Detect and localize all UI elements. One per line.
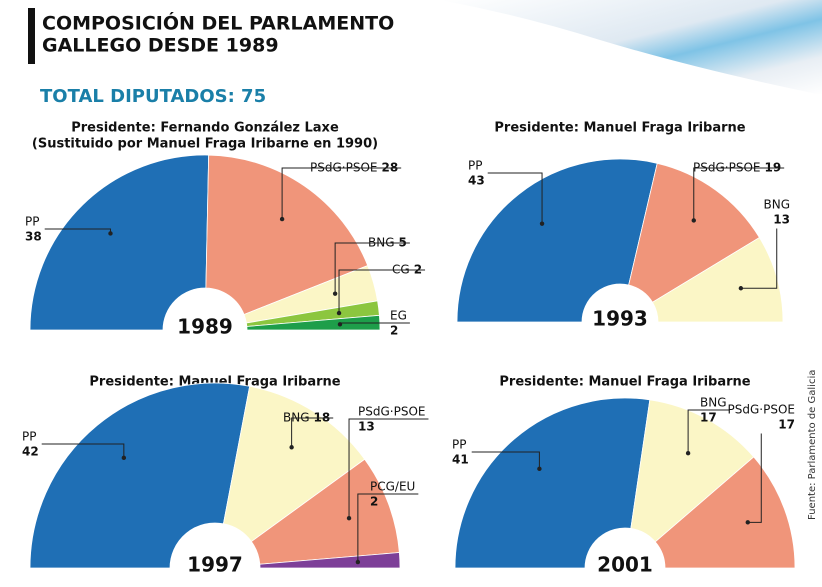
leader-dot [338, 322, 342, 326]
leader-dot [333, 291, 337, 295]
slice-value: 41 [452, 453, 469, 467]
slice-label: BNG [763, 198, 790, 212]
leader-dot [337, 311, 341, 315]
title: GALLEGO DESDE 1989 [42, 35, 279, 57]
slice-value: 42 [22, 445, 39, 459]
chart-title: Presidente: Manuel Fraga Iribarne [499, 375, 750, 390]
leader-dot [289, 445, 293, 449]
source: Fuente: Parlamento de Galicia [807, 370, 818, 520]
slice-label: EG [390, 309, 407, 323]
seat-slice [457, 159, 657, 322]
chart-subtitle: (Sustituido por Manuel Fraga Iribarne en… [32, 137, 378, 152]
leader-dot [746, 520, 750, 524]
year-label: 1997 [187, 553, 243, 577]
slice-value: 17 [778, 418, 795, 432]
leader-dot [686, 451, 690, 455]
slice-value: 2 [370, 495, 378, 509]
slice-label: PSdG·PSOE [358, 405, 425, 419]
title: COMPOSICIÓN DEL PARLAMENTO [42, 11, 394, 35]
leader-dot [122, 456, 126, 460]
title-bar [28, 8, 35, 64]
slice-value: 2 [390, 324, 398, 338]
year-label: 2001 [597, 553, 653, 577]
seat-slice [30, 383, 250, 568]
chart-title: Presidente: Fernando González Laxe [71, 121, 339, 136]
slice-value: 17 [700, 411, 717, 425]
leader-dot [108, 231, 112, 235]
slice-value: 43 [468, 174, 485, 188]
leader-dot [280, 217, 284, 221]
leader-dot [692, 218, 696, 222]
leader-dot [540, 221, 544, 225]
leader-dot [537, 467, 541, 471]
leader-dot [347, 516, 351, 520]
slice-label: PCG/EU [370, 480, 415, 494]
slice-value: 13 [773, 213, 790, 227]
slice-value: 38 [25, 230, 42, 244]
slice-value: 13 [358, 420, 375, 434]
leader-dot [739, 286, 743, 290]
seat-slice [455, 398, 650, 568]
slice-label: PP [452, 438, 466, 452]
slice-label: BNG [700, 396, 727, 410]
slice-label: PP [22, 430, 36, 444]
leader-dot [356, 560, 360, 564]
slice-label: PSdG·PSOE [728, 403, 795, 417]
infographic: COMPOSICIÓN DEL PARLAMENTO GALLEGO DESDE… [0, 0, 822, 587]
year-label: 1993 [592, 307, 648, 331]
slice-label: PP [468, 159, 482, 173]
year-label: 1989 [177, 315, 233, 339]
subtitle: TOTAL DIPUTADOS: 75 [40, 86, 266, 107]
seat-slice [30, 155, 209, 330]
slice-label: PP [25, 215, 39, 229]
flag-decoration [440, 0, 822, 95]
chart-title: Presidente: Manuel Fraga Iribarne [494, 121, 745, 136]
